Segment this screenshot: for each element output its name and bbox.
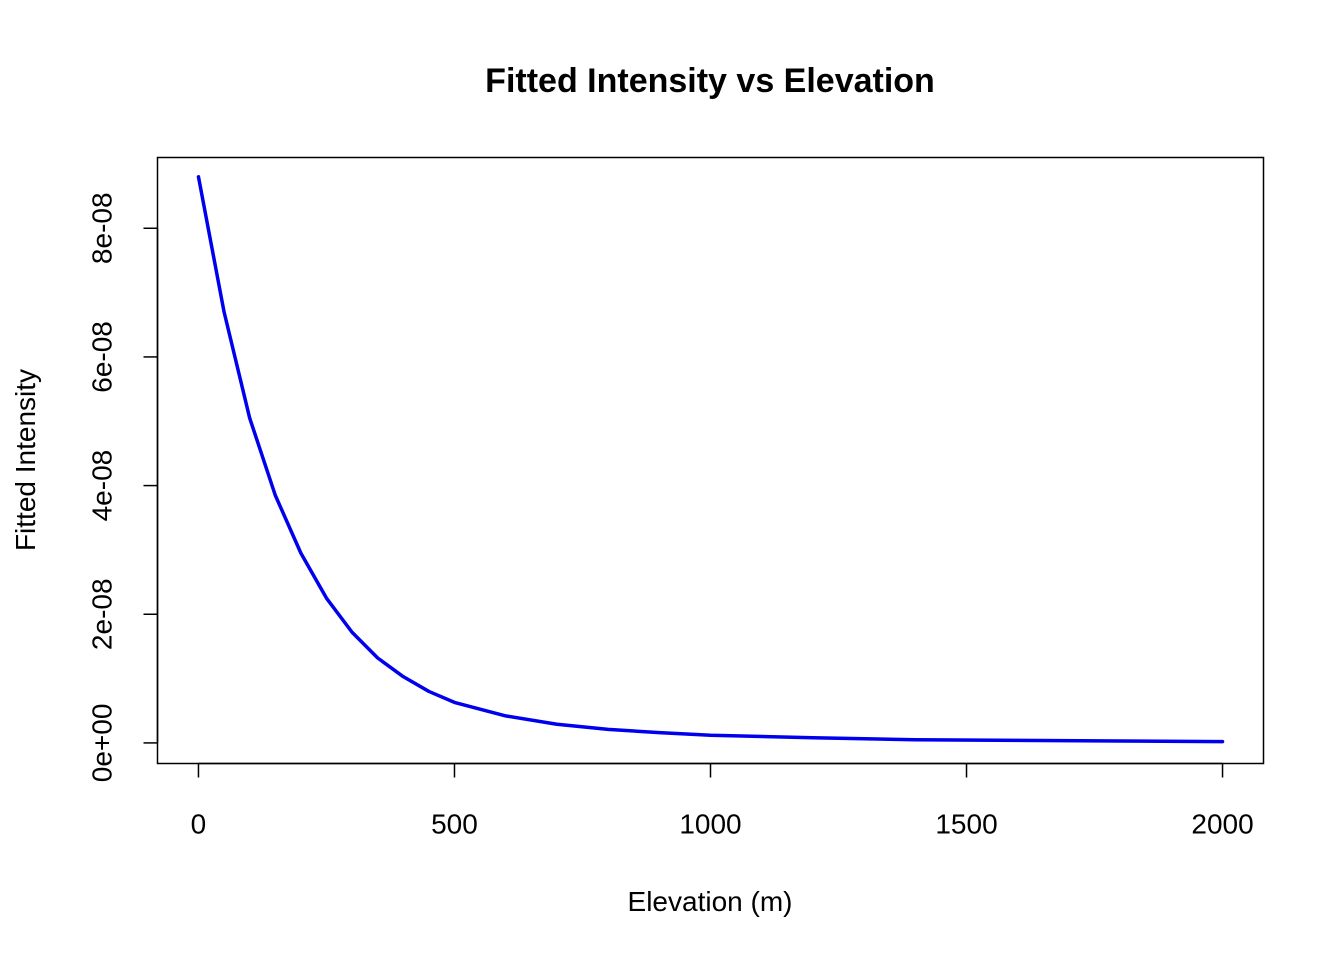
series-layer	[196, 175, 1225, 744]
plot-area-border	[156, 156, 1265, 765]
x-tick-label: 2000	[1191, 809, 1253, 840]
x-tick-label: 500	[431, 809, 478, 840]
x-tick-label: 1500	[935, 809, 997, 840]
y-tick-label: 0e+00	[87, 704, 118, 783]
x-tick-label: 1000	[679, 809, 741, 840]
series-line-1	[196, 175, 1225, 744]
x-axis: 0 500 1000 1500 2000	[191, 762, 1254, 840]
y-tick-label: 2e-08	[87, 578, 118, 650]
y-axis-label: Fitted Intensity	[10, 369, 41, 551]
y-tick-label: 6e-08	[87, 321, 118, 393]
x-axis-label: Elevation (m)	[628, 886, 793, 917]
x-tick-label: 0	[191, 809, 207, 840]
y-axis: 0e+00 2e-08 4e-08 6e-08 8e-08	[87, 192, 159, 783]
y-tick-label: 4e-08	[87, 450, 118, 522]
chart-title: Fitted Intensity vs Elevation	[485, 62, 935, 100]
y-tick-label: 8e-08	[87, 192, 118, 264]
